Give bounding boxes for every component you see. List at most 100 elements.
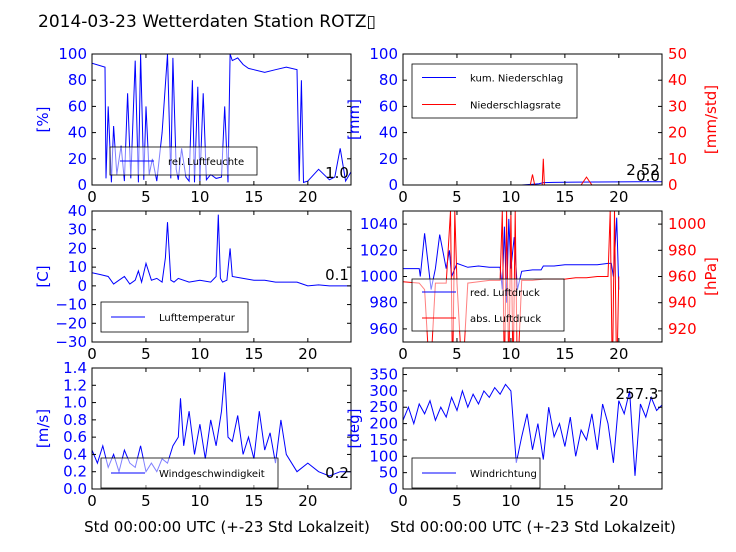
panel-wind_dir: 0 5 10 15 20050100150200250300350[deg]Windri… bbox=[345, 366, 663, 510]
x-tick-label: 10 bbox=[190, 345, 209, 363]
y2-tick-label: 960 bbox=[668, 268, 697, 286]
y-tick-label: 300 bbox=[369, 382, 398, 400]
y-tick-label: 150 bbox=[369, 431, 398, 449]
y-tick-label: 1.2 bbox=[63, 376, 87, 394]
x-tick-label: 10 bbox=[501, 492, 520, 510]
y-tick-label: 1000 bbox=[360, 268, 398, 286]
x-tick-label: 20 bbox=[298, 188, 317, 206]
x-tick-label: 5 bbox=[141, 492, 151, 510]
y-tick-label: 50 bbox=[379, 464, 398, 482]
series-group bbox=[403, 211, 620, 342]
y-tick-label: 1.0 bbox=[63, 394, 87, 412]
x-tick-label: 20 bbox=[609, 492, 628, 510]
y-tick-label: 350 bbox=[369, 366, 398, 384]
y-tick-label: 980 bbox=[369, 294, 398, 312]
legend: Lufttemperatur bbox=[100, 301, 249, 333]
y-tick-label: 960 bbox=[369, 320, 398, 338]
y-tick-label: 20 bbox=[379, 150, 398, 168]
legend-box bbox=[411, 63, 578, 119]
y-tick-label: 0 bbox=[77, 176, 87, 194]
axes-frame bbox=[91, 53, 352, 186]
y2-tick-label: 0 bbox=[668, 176, 678, 194]
legend: Windgeschwindigkeit bbox=[100, 457, 279, 489]
current-value: 2.52 bbox=[626, 161, 659, 179]
x-tick-label: 15 bbox=[555, 188, 574, 206]
y-tick-label: 0.2 bbox=[63, 463, 87, 481]
y-tick-label: 0 bbox=[388, 480, 398, 498]
current-value: 0.1 bbox=[325, 266, 349, 284]
axes-frame bbox=[402, 53, 663, 186]
series-line-1 bbox=[92, 214, 351, 287]
x-tick-label: 5 bbox=[452, 345, 462, 363]
y-tick-label: 10 bbox=[68, 258, 87, 276]
y-tick-label: 0.0 bbox=[63, 480, 87, 498]
y-axis-label: [%] bbox=[34, 107, 52, 133]
y2-axis-label: [hPa] bbox=[702, 257, 720, 296]
series-group bbox=[403, 158, 662, 185]
panel-humidity: 0 5 10 15 20 0 20 40 60 80 100 [%] rel. Luftfeuchte 1… bbox=[34, 45, 352, 206]
y-axis-label: [deg] bbox=[345, 409, 363, 449]
y-tick-label: −20 bbox=[55, 314, 87, 332]
legend: kum. Niederschlag Niederschlagsrate bbox=[411, 63, 578, 119]
y-tick-label: 100 bbox=[369, 447, 398, 465]
legend-entry: red. Luftdruck bbox=[470, 288, 540, 299]
y2-axis-label: [mm/std] bbox=[702, 85, 720, 154]
x-tick-label: 0 bbox=[398, 492, 408, 510]
y2-tick-label: 920 bbox=[668, 320, 697, 338]
legend-entry: Windrichtung bbox=[470, 469, 537, 480]
y-tick-label: 60 bbox=[68, 97, 87, 115]
x-axis-label-right: Std 00:00:00 UTC (+-23 Std Lokalzeit) bbox=[390, 518, 676, 536]
x-tick-label: 5 bbox=[452, 492, 462, 510]
x-tick-label: 15 bbox=[555, 492, 574, 510]
x-tick-label: 20 bbox=[609, 188, 628, 206]
y-tick-label: 40 bbox=[68, 202, 87, 220]
y-tick-label: 100 bbox=[369, 45, 398, 63]
panel-wind_speed: 0 5 10 15 200.00.20.40.60.81.01.21.4[m/s]Win… bbox=[34, 359, 352, 510]
current-value-2: 0.0 bbox=[636, 167, 660, 185]
y-tick-label: −10 bbox=[55, 296, 87, 314]
y-tick-label: 0 bbox=[77, 277, 87, 295]
x-tick-label: 5 bbox=[141, 345, 151, 363]
x-tick-label: 15 bbox=[555, 345, 574, 363]
y-tick-label: 0.6 bbox=[63, 428, 87, 446]
y2-tick-label: 1000 bbox=[668, 215, 706, 233]
x-tick-label: 10 bbox=[501, 345, 520, 363]
y2-tick-label: 40 bbox=[668, 71, 687, 89]
x-tick-label: 5 bbox=[141, 188, 151, 206]
y-tick-label: 0 bbox=[388, 176, 398, 194]
y-tick-label: 80 bbox=[379, 71, 398, 89]
x-tick-label: 15 bbox=[244, 345, 263, 363]
y-axis-label: [mm] bbox=[345, 99, 363, 140]
x-axis-label-left: Std 00:00:00 UTC (+-23 Std Lokalzeit) bbox=[84, 518, 370, 536]
y-tick-label: 0.4 bbox=[63, 445, 87, 463]
y-tick-label: 1.4 bbox=[63, 359, 87, 377]
series-line-1 bbox=[403, 383, 662, 476]
y-tick-label: 30 bbox=[68, 221, 87, 239]
y2-tick-label: 10 bbox=[668, 150, 687, 168]
legend: Windrichtung bbox=[411, 457, 541, 489]
x-tick-label: 0 bbox=[87, 345, 97, 363]
series-group bbox=[92, 214, 351, 287]
legend: red. Luftdruck abs. Luftdruck bbox=[411, 278, 565, 332]
x-tick-label: 20 bbox=[298, 492, 317, 510]
x-tick-label: 0 bbox=[398, 188, 408, 206]
y-tick-label: 20 bbox=[68, 150, 87, 168]
current-value: 0.2 bbox=[325, 464, 349, 482]
y-tick-label: 0.8 bbox=[63, 411, 87, 429]
y-axis-label: [m/s] bbox=[34, 409, 52, 448]
axes-frame bbox=[91, 367, 352, 490]
y2-tick-label: 20 bbox=[668, 124, 687, 142]
y-tick-label: 20 bbox=[68, 239, 87, 257]
y-tick-label: 100 bbox=[58, 45, 87, 63]
x-tick-label: 5 bbox=[452, 188, 462, 206]
y-tick-label: 200 bbox=[369, 415, 398, 433]
x-tick-label: 15 bbox=[244, 188, 263, 206]
y2-tick-label: 50 bbox=[668, 45, 687, 63]
x-tick-label: 20 bbox=[298, 345, 317, 363]
x-tick-label: 10 bbox=[190, 188, 209, 206]
legend-box bbox=[411, 278, 565, 332]
x-tick-label: 15 bbox=[244, 492, 263, 510]
series-line-2 bbox=[403, 158, 662, 185]
axes-frame bbox=[91, 210, 352, 343]
y-tick-label: 40 bbox=[379, 124, 398, 142]
